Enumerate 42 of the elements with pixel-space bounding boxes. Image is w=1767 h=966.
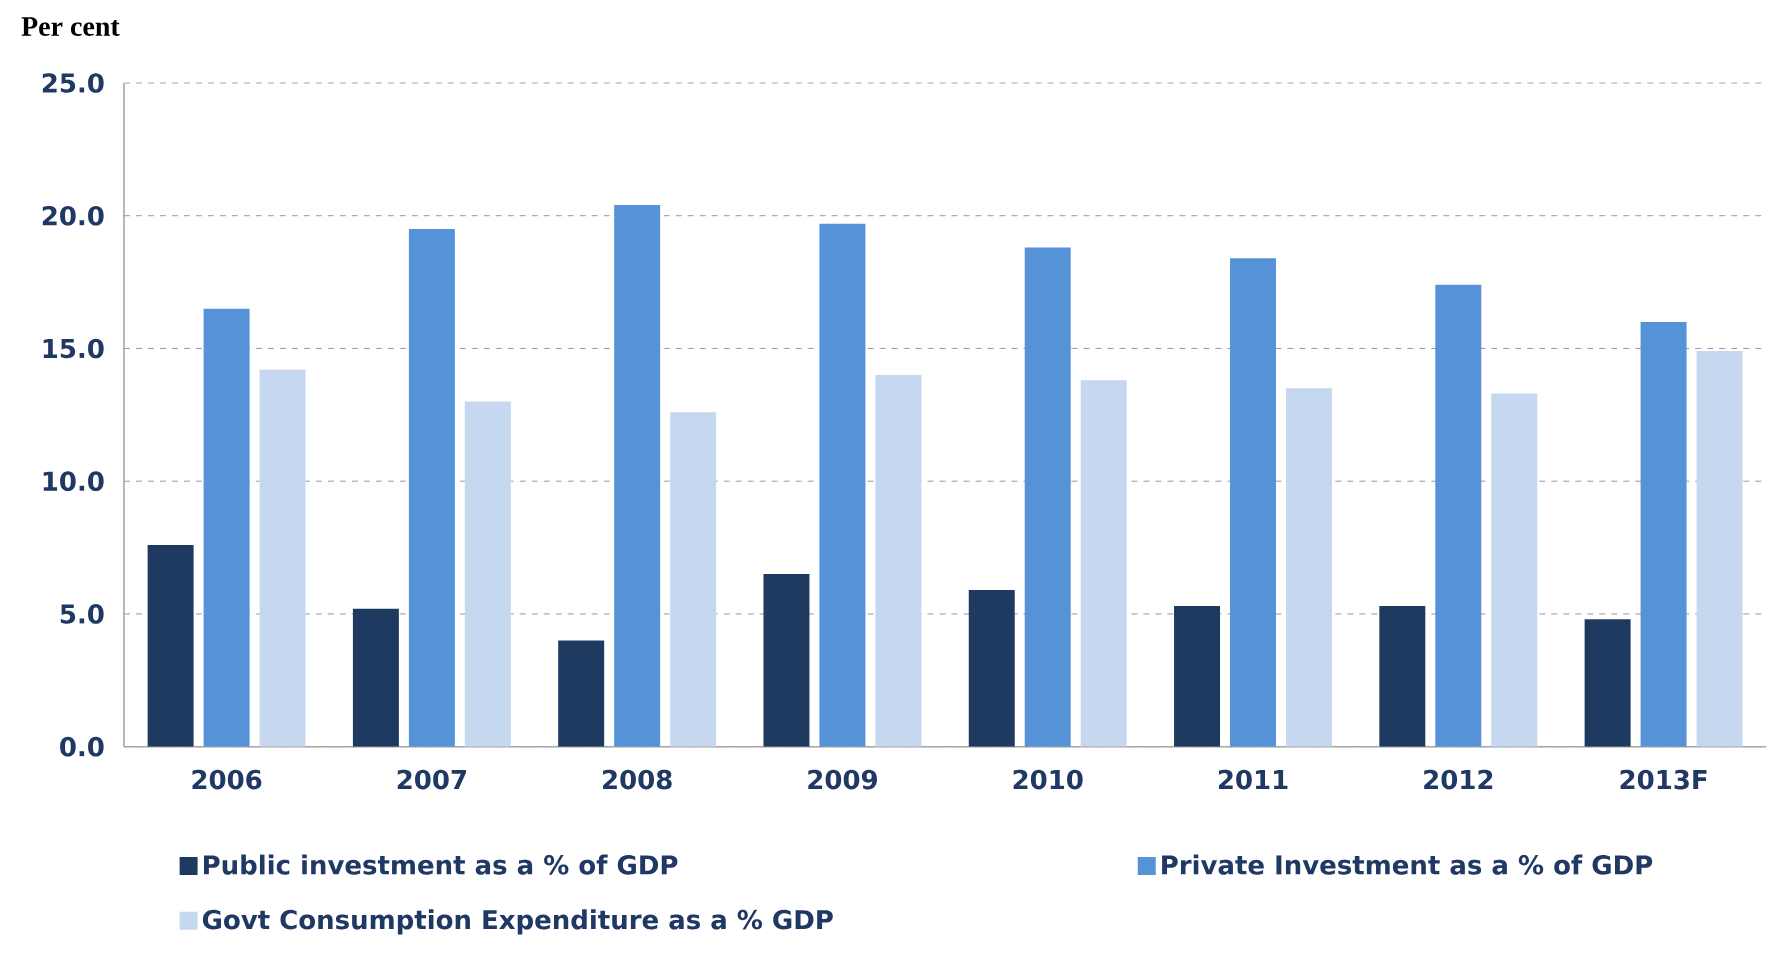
y-tick-label: 20.0	[42, 206, 104, 226]
bar	[1435, 284, 1482, 747]
bar	[1640, 322, 1687, 747]
bar	[1286, 388, 1332, 747]
bar	[1174, 606, 1221, 747]
y-tick-label: 15.0	[43, 338, 104, 359]
legend-label: Private Investment as a % of GDP	[1162, 854, 1653, 875]
x-tick-label: 2009	[808, 769, 877, 790]
bar	[408, 229, 455, 747]
y-tick-label: 0.0	[60, 737, 104, 757]
bar	[464, 401, 511, 747]
x-tick-label: 2007	[397, 769, 466, 790]
legend-label: Public investment as a % of GDP	[203, 854, 678, 875]
bar	[558, 640, 605, 747]
bar	[1491, 393, 1538, 747]
y-axis-title: Per cent	[21, 17, 120, 37]
bar	[670, 412, 717, 747]
x-tick-label: 2010	[1013, 769, 1083, 790]
bar	[1696, 351, 1743, 747]
bar	[1230, 258, 1277, 747]
bar	[1024, 247, 1071, 747]
bar	[259, 369, 306, 747]
bar	[203, 308, 250, 747]
x-tick-label: 2008	[603, 769, 672, 790]
y-tick-label: 10.0	[43, 471, 104, 492]
x-tick-label: 2012	[1424, 769, 1493, 790]
bar	[1379, 606, 1426, 747]
bar	[875, 375, 922, 747]
bar	[1584, 619, 1631, 747]
bar	[1080, 380, 1127, 747]
bar	[763, 574, 810, 747]
x-tick-label: 2011	[1218, 769, 1288, 790]
legend-label: Govt Consumption Expenditure as a % GDP	[202, 909, 833, 935]
bar	[352, 608, 399, 747]
bar	[614, 205, 661, 747]
bar	[819, 223, 866, 747]
x-tick-label: 2013F	[1620, 769, 1707, 790]
x-tick-label: 2006	[192, 769, 262, 790]
y-tick-label: 5.0	[60, 604, 104, 624]
bar	[147, 545, 194, 747]
bar	[968, 590, 1015, 747]
y-tick-label: 25.0	[42, 73, 104, 94]
